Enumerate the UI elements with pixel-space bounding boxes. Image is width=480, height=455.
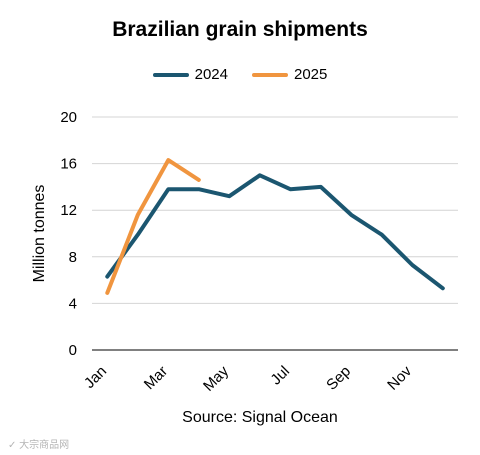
- legend-label-2025: 2025: [294, 66, 328, 83]
- x-tick-label: Nov: [384, 362, 415, 393]
- chart-legend: 2024 2025: [0, 66, 480, 83]
- x-tick-label: Jul: [267, 363, 293, 389]
- y-axis-title: Million tonnes: [31, 185, 48, 283]
- legend-swatch-2024: [152, 72, 189, 77]
- watermark: ✓ 大宗商品网: [8, 440, 70, 451]
- y-tick-label: 16: [60, 156, 77, 173]
- source-note: Source: Signal Ocean: [182, 409, 338, 426]
- y-tick-label: 8: [69, 249, 77, 266]
- y-tick-label: 12: [60, 202, 77, 219]
- series-line-2025: [105, 158, 201, 295]
- legend-label-2024: 2024: [194, 66, 228, 83]
- chart-title: Brazilian grain shipments: [112, 18, 368, 41]
- x-tick-label: Jan: [81, 363, 110, 392]
- legend-item-2025: 2025: [252, 66, 327, 83]
- legend-item-2024: 2024: [152, 66, 228, 83]
- x-tick-label: May: [200, 362, 232, 394]
- y-tick-label: 4: [69, 295, 77, 312]
- y-tick-label: 0: [69, 342, 77, 359]
- x-tick-label: Mar: [141, 363, 171, 393]
- x-tick-label: Sep: [323, 363, 354, 394]
- y-tick-label: 20: [60, 109, 77, 126]
- legend-swatch-2025: [252, 72, 288, 77]
- series-line-2024: [105, 173, 445, 291]
